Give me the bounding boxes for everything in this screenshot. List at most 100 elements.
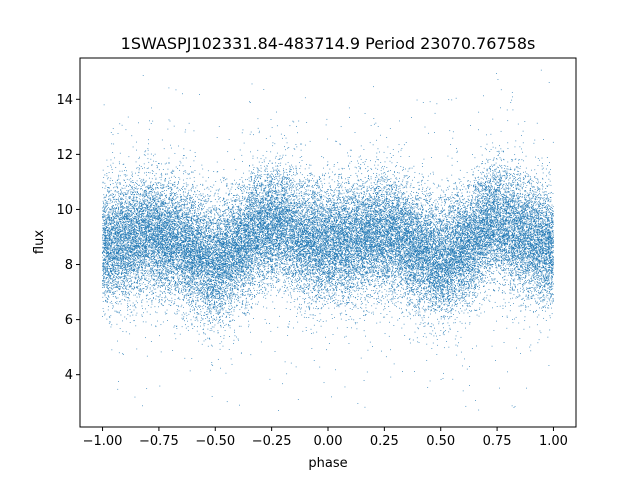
scatter-point bbox=[107, 214, 108, 215]
scatter-point bbox=[524, 214, 525, 215]
scatter-point bbox=[133, 256, 134, 257]
scatter-point bbox=[434, 278, 435, 279]
scatter-point bbox=[268, 272, 269, 273]
scatter-point bbox=[278, 194, 279, 195]
scatter-point bbox=[403, 266, 404, 267]
scatter-point bbox=[268, 265, 269, 266]
scatter-point bbox=[180, 190, 181, 191]
scatter-point bbox=[181, 188, 182, 189]
scatter-point bbox=[323, 293, 324, 294]
scatter-point bbox=[186, 294, 187, 295]
scatter-point bbox=[248, 238, 249, 239]
scatter-point bbox=[185, 221, 186, 222]
scatter-point bbox=[254, 257, 255, 258]
scatter-point bbox=[478, 220, 479, 221]
scatter-point bbox=[400, 190, 401, 191]
scatter-point bbox=[377, 177, 378, 178]
scatter-point bbox=[445, 200, 446, 201]
scatter-point bbox=[166, 230, 167, 231]
scatter-point bbox=[165, 288, 166, 289]
scatter-point bbox=[449, 206, 450, 207]
scatter-point bbox=[328, 298, 329, 299]
scatter-point bbox=[209, 271, 210, 272]
scatter-point bbox=[202, 237, 203, 238]
scatter-point bbox=[367, 186, 368, 187]
scatter-point bbox=[357, 239, 358, 240]
scatter-point bbox=[374, 272, 375, 273]
scatter-point bbox=[267, 283, 268, 284]
scatter-point bbox=[132, 213, 133, 214]
scatter-point bbox=[355, 173, 356, 174]
scatter-point bbox=[405, 176, 406, 177]
scatter-point bbox=[412, 251, 413, 252]
scatter-point bbox=[284, 182, 285, 183]
scatter-point bbox=[112, 308, 113, 309]
scatter-point bbox=[409, 205, 410, 206]
scatter-point bbox=[464, 299, 465, 300]
scatter-point bbox=[167, 287, 168, 288]
scatter-point bbox=[160, 208, 161, 209]
scatter-point bbox=[431, 250, 432, 251]
scatter-point bbox=[335, 251, 336, 252]
scatter-point bbox=[511, 169, 512, 170]
scatter-point bbox=[206, 224, 207, 225]
scatter-point bbox=[504, 215, 505, 216]
scatter-point bbox=[254, 185, 255, 186]
scatter-point bbox=[506, 204, 507, 205]
scatter-point bbox=[529, 241, 530, 242]
scatter-point bbox=[391, 193, 392, 194]
scatter-point bbox=[162, 297, 163, 298]
scatter-point bbox=[406, 205, 407, 206]
scatter-point bbox=[523, 142, 524, 143]
scatter-point bbox=[187, 321, 188, 322]
scatter-point bbox=[303, 198, 304, 199]
scatter-point bbox=[305, 284, 306, 285]
scatter-point bbox=[331, 228, 332, 229]
scatter-point bbox=[375, 242, 376, 243]
scatter-point bbox=[403, 200, 404, 201]
scatter-point bbox=[192, 299, 193, 300]
scatter-point bbox=[545, 202, 546, 203]
scatter-point bbox=[197, 197, 198, 198]
scatter-point bbox=[529, 183, 530, 184]
scatter-point bbox=[102, 316, 103, 317]
scatter-point bbox=[106, 297, 107, 298]
scatter-point bbox=[253, 189, 254, 190]
scatter-point bbox=[327, 189, 328, 190]
scatter-point bbox=[485, 163, 486, 164]
scatter-point bbox=[332, 198, 333, 199]
scatter-point bbox=[434, 272, 435, 273]
scatter-point bbox=[200, 227, 201, 228]
scatter-point bbox=[131, 215, 132, 216]
scatter-point bbox=[140, 203, 141, 204]
scatter-point bbox=[279, 246, 280, 247]
scatter-point bbox=[118, 193, 119, 194]
scatter-point bbox=[364, 320, 365, 321]
scatter-point bbox=[151, 243, 152, 244]
scatter-point bbox=[243, 209, 244, 210]
scatter-point bbox=[421, 278, 422, 279]
scatter-point bbox=[364, 223, 365, 224]
scatter-point bbox=[503, 197, 504, 198]
scatter-point bbox=[340, 197, 341, 198]
scatter-point bbox=[486, 253, 487, 254]
scatter-point bbox=[489, 215, 490, 216]
scatter-point bbox=[340, 234, 341, 235]
scatter-point bbox=[175, 249, 176, 250]
scatter-point bbox=[154, 211, 155, 212]
scatter-point bbox=[122, 214, 123, 215]
scatter-point bbox=[225, 219, 226, 220]
scatter-point bbox=[407, 222, 408, 223]
scatter-point bbox=[412, 197, 413, 198]
scatter-point bbox=[458, 283, 459, 284]
scatter-point bbox=[396, 165, 397, 166]
scatter-point bbox=[464, 276, 465, 277]
scatter-point bbox=[491, 165, 492, 166]
scatter-point bbox=[282, 177, 283, 178]
scatter-point bbox=[328, 214, 329, 215]
scatter-point bbox=[408, 273, 409, 274]
scatter-point bbox=[448, 198, 449, 199]
scatter-point bbox=[363, 224, 364, 225]
scatter-point bbox=[135, 223, 136, 224]
scatter-point bbox=[189, 173, 190, 174]
